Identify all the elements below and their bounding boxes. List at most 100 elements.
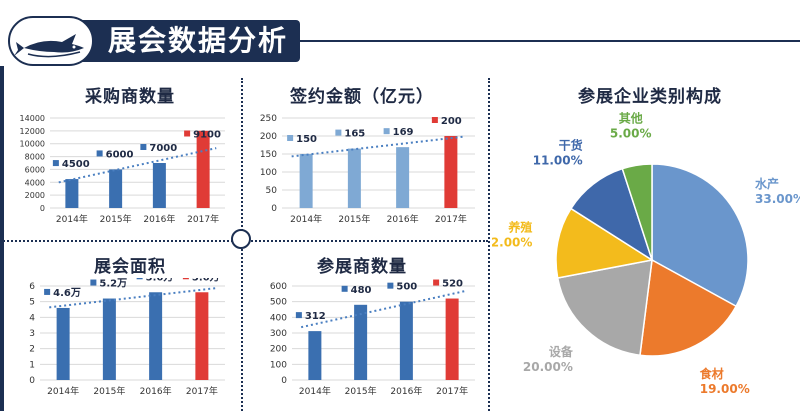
x-tick-label: 2014年 (290, 213, 322, 225)
y-tick-label: 6 (29, 282, 35, 292)
page-title: 展会数据分析 (108, 24, 289, 57)
data-label-marker (335, 129, 342, 136)
bar (299, 154, 313, 208)
y-tick-label: 5 (29, 298, 35, 308)
pie-percent: 33.00% (755, 192, 800, 206)
y-tick-label: 0 (29, 376, 35, 386)
x-tick-label: 2017年 (435, 213, 467, 225)
data-label: 5.6万 (192, 278, 220, 283)
divider-hub (231, 229, 251, 249)
pie-percent: 5.00% (610, 127, 652, 141)
y-tick-label: 3 (29, 329, 35, 339)
y-tick-label: 200 (260, 132, 277, 142)
data-label-marker (431, 117, 438, 123)
bar (56, 307, 70, 380)
data-label-marker (341, 285, 348, 292)
y-tick-label: 1 (29, 360, 35, 370)
pie-label: 水产 (755, 176, 779, 191)
data-label: 312 (305, 311, 326, 322)
chart-title-area: 展会面积 (94, 257, 166, 277)
x-tick-label: 2017年 (187, 213, 219, 225)
y-tick-label: 100 (260, 168, 277, 178)
chart-title-pie: 参展企业类别构成 (578, 87, 722, 107)
pie-label: 养殖 (507, 220, 532, 235)
x-tick-label: 2015年 (93, 385, 125, 397)
pie-percent: 20.00% (523, 360, 573, 374)
data-label: 500 (396, 282, 417, 293)
pie-label: 设备 (549, 344, 574, 359)
y-tick-label: 4000 (25, 178, 45, 187)
data-label-marker (90, 279, 97, 286)
bar-chart-contract: 0 50 100 150 200 250 2014年 150 2015年 165 2016年 169 2… (260, 114, 475, 225)
data-label: 4.6万 (53, 287, 81, 299)
x-tick-label: 2015年 (338, 213, 370, 225)
data-label-marker (287, 135, 294, 141)
pie-label: 干货 (559, 138, 583, 153)
data-label-marker (383, 128, 390, 135)
x-tick-label: 2014年 (299, 385, 331, 397)
data-label: 150 (296, 134, 317, 145)
pie-percent: 11.00% (533, 154, 583, 168)
bar (102, 298, 116, 380)
data-label: 480 (351, 285, 372, 296)
bar (354, 304, 368, 380)
data-label-marker (387, 282, 394, 289)
chart-title-contract: 签约金额（亿元） (290, 87, 434, 107)
logo (8, 16, 94, 66)
x-tick-label: 2017年 (186, 385, 218, 397)
bar (347, 148, 361, 208)
data-label: 200 (441, 116, 462, 127)
data-label-marker (184, 130, 191, 137)
bar-chart-exhibitors: 0 100 200 300 400 500 600 2014年 312 2015年 480 2016年… (270, 279, 475, 397)
data-label: 5.6万 (146, 278, 174, 283)
data-label-marker (96, 150, 103, 157)
trendline (58, 147, 217, 184)
divider-vertical-right (488, 78, 490, 411)
data-label: 520 (442, 279, 463, 290)
y-tick-label: 200 (270, 345, 287, 355)
x-tick-label: 2016年 (390, 385, 422, 397)
bar-chart-area: 0 1 2 3 4 5 6 2014年 4.6万 2015年 5.2万 2016年 5.6万 2017年 5… (29, 278, 225, 397)
data-label: 6000 (106, 149, 134, 160)
data-label-marker (52, 160, 59, 167)
x-tick-label: 2017年 (436, 385, 468, 397)
bar (152, 163, 166, 208)
y-tick-label: 2 (29, 345, 35, 355)
y-tick-label: 6000 (25, 165, 45, 174)
trendline (300, 289, 467, 329)
pie-label: 食材 (699, 366, 724, 381)
data-label: 4500 (62, 159, 90, 170)
y-tick-label: 14000 (20, 114, 45, 123)
bar (149, 292, 163, 380)
bar (308, 331, 322, 380)
trendline (291, 135, 466, 158)
y-tick-label: 250 (260, 114, 277, 124)
y-tick-label: 0 (271, 204, 277, 214)
y-tick-label: 10000 (20, 140, 45, 149)
header: 展会数据分析 (8, 16, 300, 66)
x-tick-label: 2015年 (345, 385, 377, 397)
y-tick-label: 400 (270, 313, 287, 323)
x-tick-label: 2014年 (47, 385, 79, 397)
x-tick-label: 2015年 (100, 213, 132, 225)
bar (196, 130, 210, 208)
y-tick-label: 0 (281, 376, 287, 386)
pie-slice (639, 258, 738, 357)
y-tick-label: 4 (29, 313, 35, 323)
data-label: 169 (393, 127, 414, 138)
y-tick-label: 50 (266, 186, 278, 196)
y-tick-label: 12000 (20, 127, 45, 136)
chart-title-purchasers: 采购商数量 (85, 87, 175, 107)
data-label: 5.2万 (99, 278, 127, 290)
left-frame-line (0, 66, 4, 411)
data-label: 165 (344, 129, 365, 140)
chart-title-exhibitors: 参展商数量 (317, 257, 407, 277)
y-tick-label: 2000 (25, 191, 45, 200)
y-tick-label: 150 (260, 150, 277, 160)
fish-icon (14, 34, 84, 58)
top-frame-line (300, 40, 800, 42)
title-bar (80, 20, 300, 62)
pie-label: 其他 (619, 111, 643, 126)
data-label-marker (44, 288, 51, 295)
pie-slice (555, 207, 655, 279)
